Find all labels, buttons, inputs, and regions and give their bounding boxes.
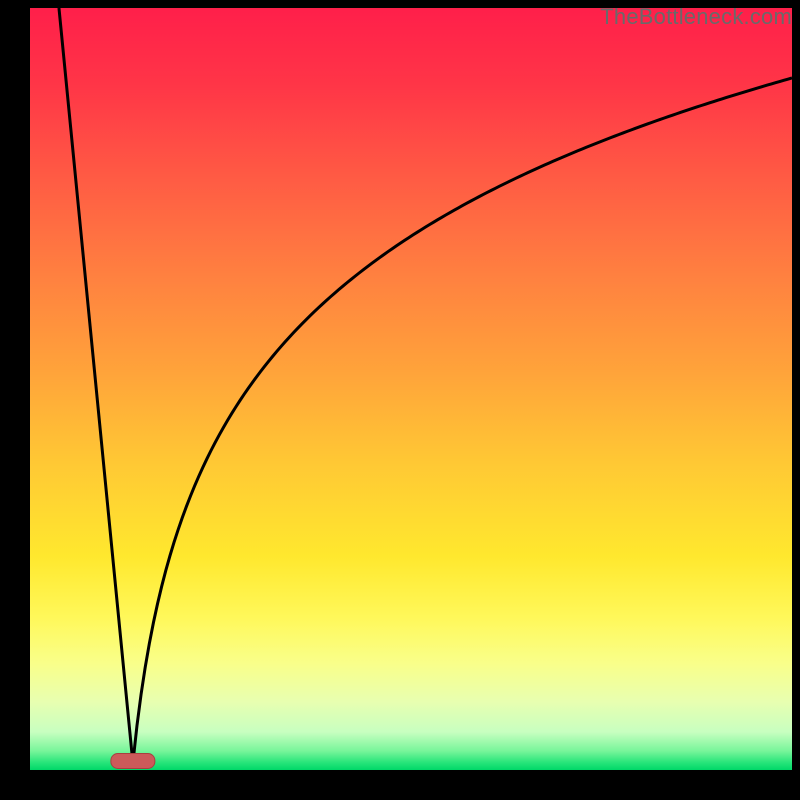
bottleneck-chart: TheBottleneck.com: [0, 0, 800, 800]
watermark-text: TheBottleneck.com: [600, 4, 792, 30]
optimum-marker: [111, 754, 155, 769]
chart-background-gradient: [30, 8, 792, 770]
chart-svg: [0, 0, 800, 800]
